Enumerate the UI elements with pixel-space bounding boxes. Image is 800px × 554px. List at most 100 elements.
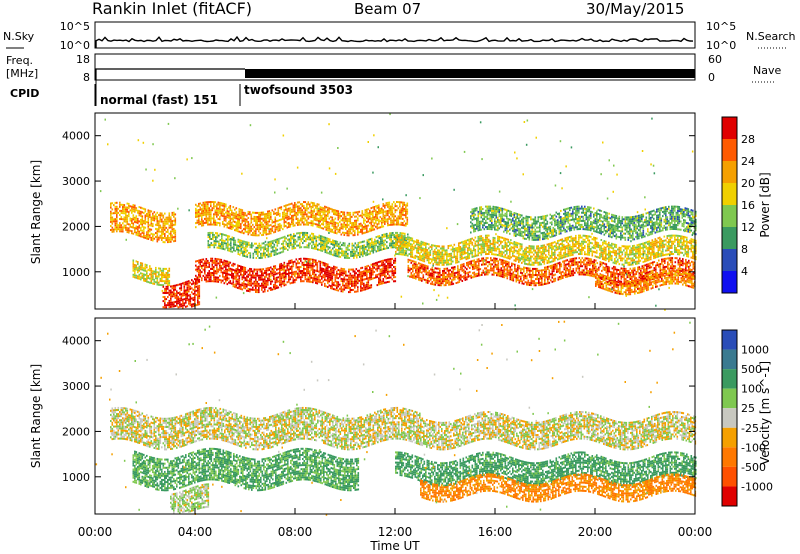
heat-cell bbox=[222, 214, 224, 217]
heat-cell bbox=[301, 272, 304, 274]
heat-cell bbox=[137, 219, 139, 222]
heat-cell bbox=[268, 277, 271, 280]
heat-cell bbox=[370, 225, 373, 228]
heat-cell bbox=[555, 244, 558, 247]
heat-cell bbox=[280, 206, 283, 209]
heat-cell bbox=[396, 219, 398, 222]
heat-cell bbox=[111, 208, 114, 211]
heat-cell bbox=[216, 260, 218, 263]
heat-cell bbox=[358, 279, 361, 282]
heat-cell bbox=[291, 221, 293, 224]
heat-cell bbox=[382, 217, 385, 220]
heat-cell bbox=[378, 273, 380, 276]
heat-cell bbox=[220, 269, 223, 272]
heat-cell bbox=[289, 217, 292, 220]
heat-cell bbox=[205, 203, 208, 206]
heat-cell bbox=[336, 274, 338, 277]
heat-cell bbox=[401, 232, 403, 235]
heat-cell bbox=[144, 214, 147, 217]
heat-cell bbox=[256, 272, 259, 275]
heat-cell bbox=[243, 242, 246, 245]
heat-cell bbox=[265, 271, 268, 274]
heat-cell bbox=[405, 204, 407, 207]
heat-cell bbox=[381, 209, 383, 212]
heat-cell bbox=[255, 216, 257, 218]
heat-cell bbox=[486, 234, 489, 237]
heat-cell bbox=[302, 242, 304, 245]
heat-cell bbox=[336, 289, 338, 292]
heat-cell bbox=[416, 247, 418, 250]
heat-cell bbox=[219, 232, 222, 235]
heat-cell bbox=[168, 299, 171, 302]
heat-cell bbox=[276, 240, 279, 243]
heat-cell bbox=[276, 226, 278, 229]
heat-cell bbox=[411, 249, 414, 252]
heat-cell bbox=[331, 277, 334, 280]
heat-cell bbox=[261, 252, 264, 255]
heat-cell bbox=[287, 234, 289, 237]
heat-cell bbox=[198, 280, 200, 282]
heat-cell bbox=[213, 280, 215, 283]
heat-cell bbox=[591, 242, 594, 245]
heat-cell bbox=[364, 211, 367, 214]
heat-cell bbox=[373, 264, 376, 267]
heat-cell bbox=[264, 215, 266, 218]
heat-cell bbox=[185, 295, 187, 298]
heat-cell bbox=[353, 250, 355, 253]
heat-cell bbox=[328, 272, 331, 275]
heat-cell bbox=[355, 223, 358, 226]
heat-cell bbox=[342, 282, 344, 285]
heat-cell bbox=[596, 255, 598, 258]
heat-cell bbox=[340, 286, 343, 289]
heat-cell bbox=[297, 201, 299, 204]
heat-cell bbox=[174, 233, 177, 236]
heat-cell bbox=[587, 253, 589, 256]
heat-cell bbox=[321, 247, 324, 250]
heat-cell bbox=[540, 247, 543, 249]
heat-cell bbox=[150, 216, 153, 219]
heat-cell bbox=[373, 222, 376, 225]
heat-cell bbox=[329, 250, 331, 253]
heat-cell bbox=[388, 201, 391, 204]
heat-cell bbox=[270, 216, 272, 218]
heat-cell bbox=[225, 264, 227, 267]
heat-cell bbox=[158, 238, 160, 241]
heat-cell bbox=[417, 243, 420, 246]
heat-cell bbox=[434, 250, 436, 253]
heat-cell bbox=[579, 248, 582, 251]
heat-cell bbox=[339, 216, 341, 219]
heat-cell bbox=[309, 211, 311, 214]
heat-cell bbox=[400, 217, 403, 220]
heat-cell bbox=[140, 229, 142, 232]
heat-cell bbox=[134, 229, 136, 232]
heat-cell bbox=[156, 279, 159, 282]
heat-cell bbox=[343, 221, 346, 224]
heat-cell bbox=[141, 219, 144, 222]
heat-cell bbox=[372, 229, 374, 231]
heat-cell bbox=[255, 274, 257, 277]
heat-cell bbox=[328, 225, 331, 228]
heat-cell bbox=[226, 277, 229, 279]
heat-cell bbox=[240, 273, 242, 276]
heat-cell bbox=[340, 215, 343, 218]
heat-cell bbox=[312, 214, 314, 217]
heat-cell bbox=[575, 243, 577, 246]
heat-cell bbox=[570, 245, 573, 248]
heat-cell bbox=[268, 287, 271, 290]
heat-cell bbox=[333, 269, 335, 272]
heat-cell bbox=[408, 242, 411, 245]
heat-cell bbox=[268, 230, 271, 233]
heat-cell bbox=[232, 262, 235, 265]
heat-cell bbox=[608, 260, 610, 263]
heat-cell bbox=[477, 244, 480, 246]
heat-cell bbox=[246, 224, 248, 227]
heat-cell bbox=[156, 211, 159, 214]
heat-cell bbox=[204, 217, 206, 220]
heat-cell bbox=[390, 223, 392, 226]
heat-cell bbox=[376, 267, 379, 270]
heat-cell bbox=[572, 239, 574, 242]
heat-cell bbox=[319, 216, 322, 219]
heat-cell bbox=[213, 240, 216, 243]
heat-cell bbox=[390, 276, 392, 279]
heat-cell bbox=[316, 278, 319, 281]
